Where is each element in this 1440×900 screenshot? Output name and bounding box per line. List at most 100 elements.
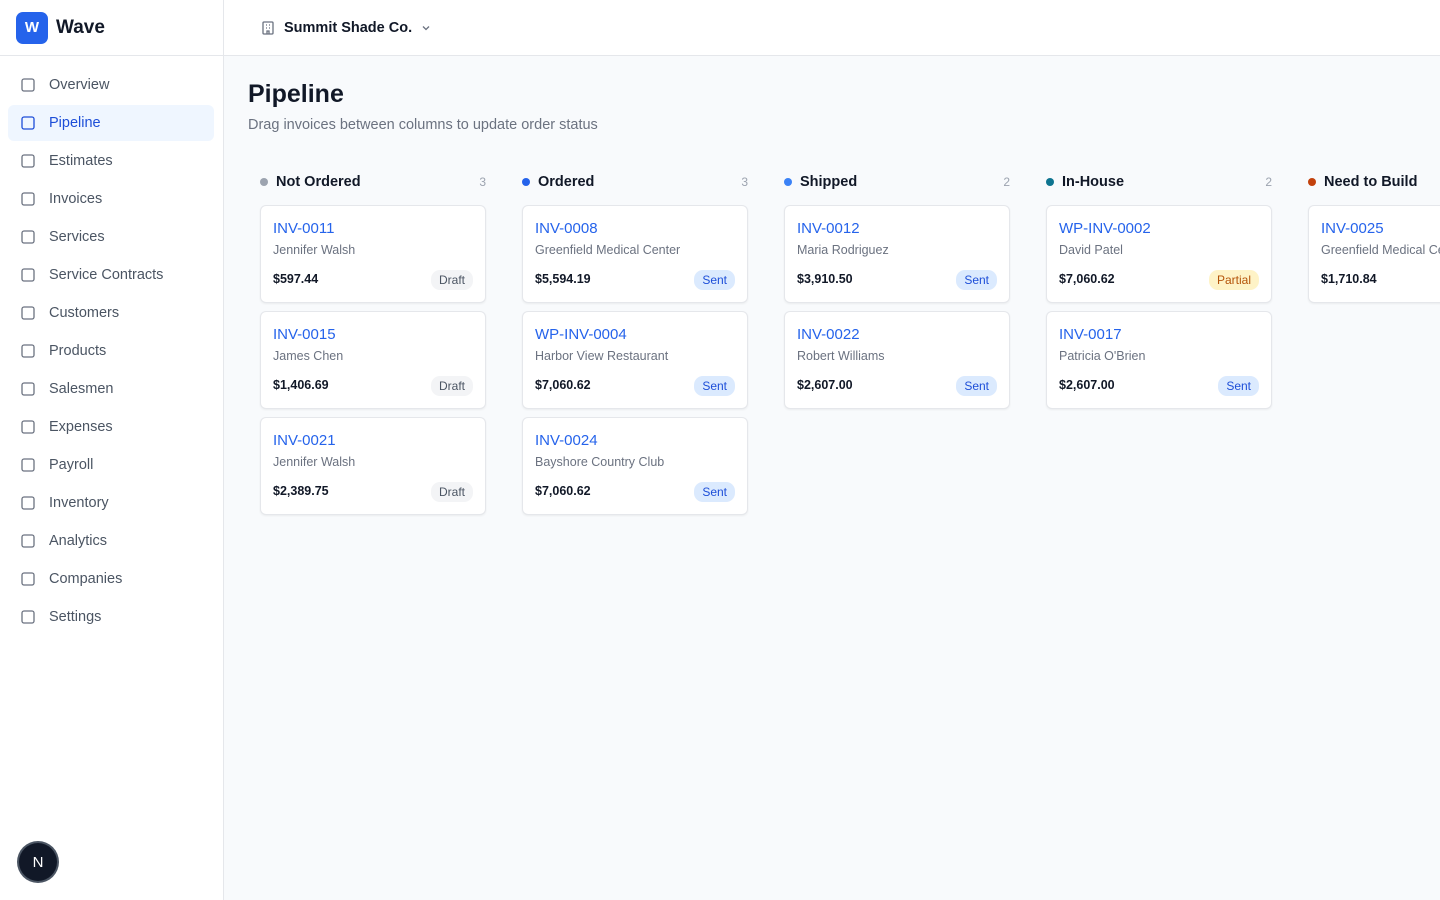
- nav-icon: [21, 458, 35, 472]
- column-count: 3: [479, 175, 486, 189]
- status-badge: Sent: [694, 270, 735, 290]
- nav-label: Companies: [49, 571, 123, 587]
- nav-icon: [21, 344, 35, 358]
- nav-label: Expenses: [49, 419, 113, 435]
- column-count: 2: [1003, 175, 1010, 189]
- invoice-id[interactable]: INV-0021: [273, 432, 336, 449]
- status-dot: [260, 178, 268, 186]
- invoice-id[interactable]: INV-0025: [1321, 220, 1384, 237]
- amount: $7,060.62: [535, 484, 591, 498]
- column: Not Ordered 3 INV-0011 Jennifer Walsh $597.4…: [260, 172, 486, 523]
- invoice-id[interactable]: WP-INV-0004: [535, 326, 627, 343]
- customer-name: David Patel: [1059, 243, 1123, 257]
- invoice-card[interactable]: INV-0024 Bayshore Country Club $7,060.62 Se…: [522, 417, 748, 515]
- logo: W: [16, 11, 48, 44]
- nav-icon: [21, 420, 35, 434]
- amount: $597.44: [273, 272, 319, 286]
- amount: $5,594.19: [535, 272, 591, 286]
- invoice-id[interactable]: INV-0008: [535, 220, 598, 237]
- nav-item[interactable]: Pipeline: [8, 105, 214, 141]
- status-badge: Draft: [430, 376, 473, 396]
- nav-icon: [21, 116, 35, 130]
- column: Need to Build1 INV-0025 Greenfield Medical…: [1308, 172, 1440, 523]
- nav-item[interactable]: Analytics: [8, 523, 214, 559]
- customer-name: Greenfield Medical Center: [535, 243, 681, 257]
- nav-item[interactable]: Settings: [8, 599, 214, 635]
- company-name[interactable]: Summit Shade Co.: [284, 19, 413, 36]
- nav-item[interactable]: Estimates: [8, 143, 214, 179]
- nav-item[interactable]: Invoices: [8, 181, 214, 217]
- nav-icon: [21, 78, 35, 92]
- status-badge: Sent: [956, 376, 997, 396]
- column-count: 3: [741, 175, 748, 189]
- invoice-card[interactable]: INV-0015 James Chen $1,406.69 Draft: [260, 311, 486, 409]
- invoice-id[interactable]: INV-0022: [797, 326, 860, 343]
- nav-label: Analytics: [49, 533, 108, 549]
- status-badge: Sent: [956, 270, 997, 290]
- column-name: Not Ordered: [276, 174, 361, 190]
- brand[interactable]: W Wave: [0, 0, 223, 56]
- nav-item[interactable]: Services: [8, 219, 214, 255]
- app-name: Wave: [56, 16, 105, 38]
- board: Not Ordered 3 INV-0011 Jennifer Walsh $597.4…: [260, 172, 1440, 523]
- invoice-card[interactable]: WP-INV-0002 David Patel $7,060.62 Partial: [1046, 205, 1272, 303]
- company-icon: [262, 20, 274, 35]
- column-header: Ordered 3: [522, 172, 748, 192]
- user-badge[interactable]: N: [19, 843, 57, 881]
- invoice-card[interactable]: INV-0011 Jennifer Walsh $597.44 Draft: [260, 205, 486, 303]
- column-name: Ordered: [538, 174, 595, 190]
- nav-item[interactable]: Payroll: [8, 447, 214, 483]
- invoice-id[interactable]: INV-0015: [273, 326, 336, 343]
- nav-label: Invoices: [49, 191, 103, 207]
- invoice-id[interactable]: WP-INV-0002: [1059, 220, 1151, 237]
- invoice-card[interactable]: INV-0008 Greenfield Medical Center $5,594.…: [522, 205, 748, 303]
- nav-item[interactable]: Service Contracts: [8, 257, 214, 293]
- column-header: Not Ordered 3: [260, 172, 486, 192]
- column-count: 2: [1265, 175, 1272, 189]
- invoice-id[interactable]: INV-0017: [1059, 326, 1122, 343]
- customer-name: James Chen: [273, 349, 344, 363]
- page-title: Pipeline: [248, 80, 344, 108]
- page-subtitle: Drag invoices between columns to update …: [248, 117, 598, 133]
- nav-item[interactable]: Products: [8, 333, 214, 369]
- invoice-card[interactable]: INV-0021 Jennifer Walsh $2,389.75 Draft: [260, 417, 486, 515]
- nav-item[interactable]: Customers: [8, 295, 214, 331]
- nav-item[interactable]: Overview: [8, 67, 214, 103]
- invoice-card[interactable]: INV-0017 Patricia O'Brien $2,607.00 Sent: [1046, 311, 1272, 409]
- column-header: Shipped 2: [784, 172, 1010, 192]
- invoice-card[interactable]: INV-0022 Robert Williams $2,607.00 Sent: [784, 311, 1010, 409]
- nav-icon: [21, 382, 35, 396]
- status-dot: [1046, 178, 1054, 186]
- invoice-id[interactable]: INV-0011: [273, 220, 335, 237]
- nav-item[interactable]: Salesmen: [8, 371, 214, 407]
- status-dot: [1308, 178, 1316, 186]
- column: Shipped 2 INV-0012 Maria Rodriguez $3,910.50…: [784, 172, 1010, 523]
- nav-item[interactable]: Inventory: [8, 485, 214, 521]
- nav-label: Overview: [49, 77, 110, 93]
- nav-label: Customers: [49, 305, 120, 321]
- customer-name: Robert Williams: [797, 349, 885, 363]
- invoice-card[interactable]: INV-0012 Maria Rodriguez $3,910.50 Sent: [784, 205, 1010, 303]
- invoice-card[interactable]: INV-0025 Greenfield Medical Center $1,710.…: [1308, 205, 1440, 303]
- customer-name: Maria Rodriguez: [797, 243, 889, 257]
- nav-label: Inventory: [49, 495, 109, 511]
- status-badge: Sent: [694, 376, 735, 396]
- amount: $7,060.62: [1059, 272, 1115, 286]
- nav-item[interactable]: Expenses: [8, 409, 214, 445]
- nav-icon: [21, 268, 35, 282]
- customer-name: Harbor View Restaurant: [535, 349, 669, 363]
- customer-name: Greenfield Medical Center: [1321, 243, 1440, 257]
- invoice-id[interactable]: INV-0012: [797, 220, 860, 237]
- invoice-id[interactable]: INV-0024: [535, 432, 598, 449]
- column-name: In-House: [1062, 174, 1125, 190]
- nav-icon: [21, 496, 35, 510]
- nav-label: Salesmen: [49, 381, 114, 397]
- nav-icon: [21, 610, 35, 624]
- sidebar: W Wave Overview Pipeline Estimates Invoices…: [0, 0, 224, 900]
- status-badge: Partial: [1208, 270, 1259, 290]
- nav-icon: [21, 572, 35, 586]
- nav-label: Estimates: [49, 153, 113, 169]
- invoice-card[interactable]: WP-INV-0004 Harbor View Restaurant $7,060.…: [522, 311, 748, 409]
- nav-item[interactable]: Companies: [8, 561, 214, 597]
